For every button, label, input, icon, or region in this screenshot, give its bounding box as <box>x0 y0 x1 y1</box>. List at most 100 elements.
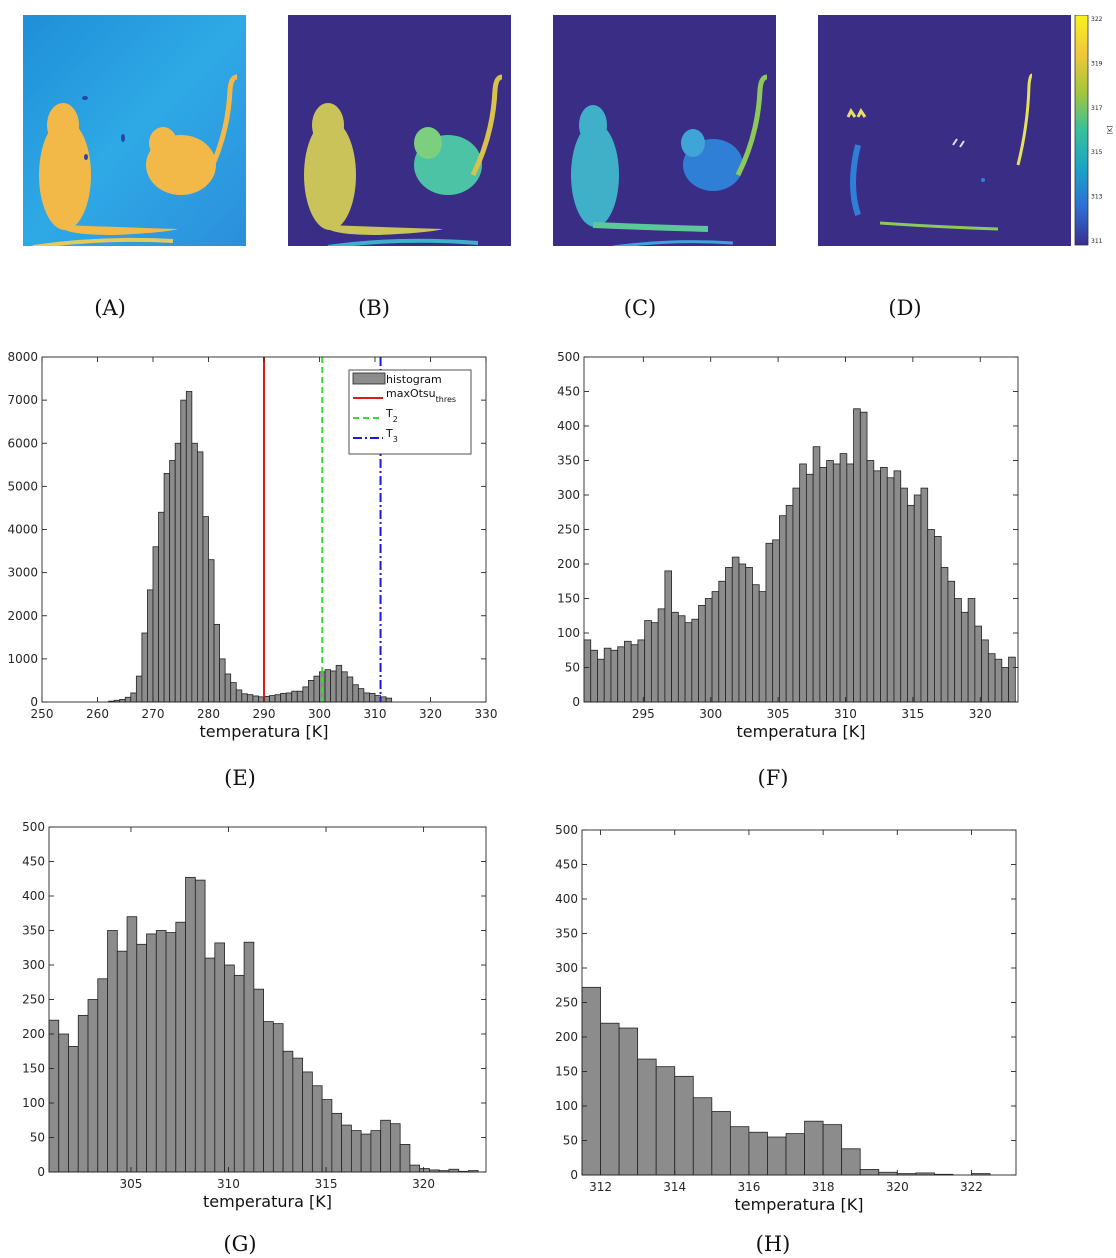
histogram-bar <box>799 463 807 703</box>
histogram-f: 295 300 305 310 315 320 0 50 100 150 200 250 300 350 4… <box>557 350 1019 741</box>
thermal-image-b <box>288 15 511 246</box>
histogram-bar <box>927 529 935 703</box>
histogram-bar <box>346 676 354 703</box>
y-tick-label: 450 <box>555 858 578 872</box>
histogram-bar <box>617 646 625 703</box>
histogram-bar <box>954 598 962 703</box>
y-tick-label: 500 <box>555 823 578 837</box>
histogram-bar <box>704 598 713 703</box>
histogram-bar <box>812 446 821 703</box>
y-tick-label: 450 <box>557 385 580 399</box>
histogram-bar <box>280 692 287 703</box>
histogram-bar <box>785 1133 805 1176</box>
histogram-bar <box>124 696 132 703</box>
histogram-bar <box>385 697 393 703</box>
y-tick-label: 250 <box>555 996 578 1010</box>
x-axis-label: temperatura [K] <box>737 722 866 741</box>
x-tick-label: 290 <box>253 707 276 721</box>
histogram-bar <box>671 611 679 703</box>
histogram-bar <box>853 408 861 703</box>
histogram-bar <box>900 487 908 703</box>
x-tick-label: 320 <box>886 1180 909 1194</box>
histogram-bar <box>581 986 601 1176</box>
y-tick-label: 0 <box>572 695 580 709</box>
histogram-bar <box>357 688 365 703</box>
histogram-bar <box>698 604 706 703</box>
histogram-bar <box>841 1148 861 1176</box>
caption-b: (B) <box>358 296 390 320</box>
histogram-bar <box>920 487 929 703</box>
y-tick-label: 1000 <box>7 652 38 666</box>
histogram-bar <box>866 460 875 703</box>
histogram-bar <box>792 487 801 703</box>
histogram-bar <box>729 1126 750 1176</box>
y-tick-label: 450 <box>22 855 45 869</box>
histogram-bar <box>873 470 881 703</box>
histogram-bar <box>913 494 922 703</box>
histogram-bar <box>180 399 187 703</box>
histogram-bar <box>292 1057 304 1173</box>
histogram-bar <box>77 1014 89 1173</box>
x-tick-label: 322 <box>960 1180 983 1194</box>
histogram-bar <box>718 580 726 703</box>
thermal-image-c <box>553 15 776 246</box>
thermal-image-d-svg <box>818 15 1071 246</box>
histogram-bar <box>677 615 686 703</box>
histogram-bar <box>880 467 888 703</box>
histogram-bar <box>341 671 348 703</box>
histogram-bar <box>657 608 666 703</box>
histogram-bar <box>1001 667 1009 703</box>
histogram-bar <box>191 442 198 703</box>
y-tick-label: 150 <box>22 1062 45 1076</box>
colorbar: 322 319 317 315 313 311 [K] <box>1074 14 1116 246</box>
histogram-bar <box>202 516 209 703</box>
x-tick-label: 300 <box>308 707 331 721</box>
histogram-bar <box>772 539 780 703</box>
histogram-bar <box>664 570 673 703</box>
colorbar-tick-label: 311 <box>1091 238 1103 245</box>
y-tick-label: 0 <box>37 1165 45 1179</box>
histogram-bar <box>263 1021 274 1173</box>
histogram-bar <box>152 546 159 703</box>
histogram-bar <box>409 1164 421 1173</box>
y-tick-label: 50 <box>563 1134 578 1148</box>
y-tick-label: 250 <box>22 993 45 1007</box>
histogram-bar <box>194 879 206 1173</box>
y-tick-label: 50 <box>565 661 580 675</box>
histogram-bar <box>213 623 221 703</box>
colorbar-gradient <box>1074 14 1089 246</box>
x-tick-label: 320 <box>419 707 442 721</box>
histogram-bar <box>644 620 652 703</box>
histogram-bar <box>230 682 237 703</box>
histogram-bar <box>839 453 848 703</box>
histogram-bar <box>147 589 154 703</box>
histogram-bar <box>731 556 740 703</box>
y-tick-label: 350 <box>22 924 45 938</box>
histogram-bar <box>822 1124 843 1176</box>
histogram-bar <box>745 567 753 703</box>
x-tick-label: 310 <box>364 707 387 721</box>
histogram-bar <box>158 511 165 703</box>
histogram-bar <box>296 690 304 703</box>
histogram-bar <box>331 1112 343 1173</box>
caption-a: (A) <box>94 296 126 320</box>
histogram-bar <box>748 1131 768 1176</box>
histogram-bar <box>307 680 315 703</box>
x-tick-label: 250 <box>31 707 54 721</box>
histogram-bar <box>637 639 646 703</box>
y-tick-label: 6000 <box>7 436 38 450</box>
y-tick-label: 500 <box>22 820 45 834</box>
histogram-bar <box>779 515 787 703</box>
histogram-bar <box>711 1111 731 1176</box>
histogram-bar <box>241 693 248 703</box>
histogram-bar <box>767 1136 787 1176</box>
histogram-bar <box>765 542 774 703</box>
colorbar-tick-label: 322 <box>1091 16 1103 23</box>
x-axis-label: temperatura [K] <box>203 1192 332 1211</box>
caption-g: (G) <box>223 1232 257 1256</box>
histogram-bar <box>363 692 370 703</box>
histogram-bar <box>204 957 216 1173</box>
histogram-bar <box>272 1023 284 1173</box>
x-tick-label: 315 <box>901 707 924 721</box>
histogram-bar <box>618 1027 639 1176</box>
